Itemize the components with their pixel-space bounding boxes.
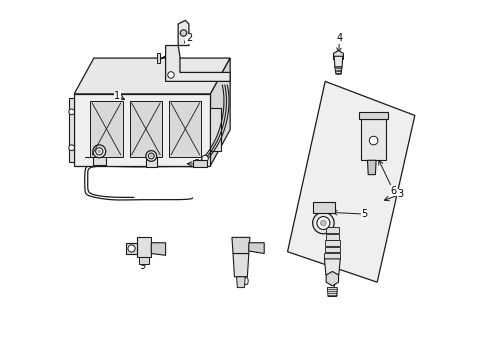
Polygon shape — [145, 156, 156, 167]
Circle shape — [316, 217, 329, 229]
Circle shape — [167, 72, 174, 78]
Polygon shape — [210, 58, 230, 166]
Polygon shape — [325, 227, 338, 233]
Polygon shape — [192, 160, 206, 167]
Polygon shape — [248, 243, 264, 253]
Polygon shape — [129, 101, 162, 157]
Circle shape — [148, 153, 154, 159]
Polygon shape — [287, 81, 414, 282]
Polygon shape — [137, 237, 151, 257]
Polygon shape — [74, 94, 210, 166]
Polygon shape — [90, 101, 122, 157]
Polygon shape — [324, 253, 340, 259]
Circle shape — [98, 150, 101, 153]
Polygon shape — [236, 277, 244, 288]
Text: 6: 6 — [389, 186, 396, 196]
Polygon shape — [165, 45, 230, 81]
Polygon shape — [69, 98, 74, 162]
Text: 8: 8 — [193, 159, 199, 169]
Polygon shape — [156, 53, 160, 63]
Polygon shape — [326, 288, 337, 297]
Polygon shape — [312, 202, 334, 213]
Polygon shape — [126, 243, 137, 254]
Polygon shape — [231, 237, 249, 253]
Polygon shape — [210, 108, 221, 151]
Polygon shape — [325, 271, 338, 286]
Circle shape — [320, 220, 325, 226]
Polygon shape — [233, 253, 248, 277]
Text: 9: 9 — [139, 261, 145, 271]
Circle shape — [312, 212, 333, 234]
Polygon shape — [367, 160, 375, 175]
Circle shape — [128, 245, 135, 252]
Polygon shape — [74, 58, 230, 94]
Polygon shape — [93, 151, 105, 165]
Circle shape — [150, 155, 152, 157]
Circle shape — [145, 150, 156, 161]
Polygon shape — [325, 234, 339, 239]
Text: 5: 5 — [361, 209, 367, 219]
Circle shape — [202, 155, 208, 162]
Polygon shape — [325, 240, 339, 246]
Polygon shape — [333, 50, 343, 62]
Circle shape — [69, 109, 74, 115]
Text: 1: 1 — [114, 91, 120, 101]
Circle shape — [180, 30, 186, 36]
Polygon shape — [151, 243, 165, 255]
Polygon shape — [324, 247, 339, 252]
Polygon shape — [360, 119, 386, 160]
Text: 10: 10 — [238, 277, 250, 287]
Circle shape — [93, 145, 105, 158]
Circle shape — [69, 145, 74, 150]
Polygon shape — [139, 257, 149, 264]
Polygon shape — [333, 56, 342, 67]
Text: 3: 3 — [397, 189, 403, 199]
Polygon shape — [169, 101, 201, 157]
Polygon shape — [178, 21, 188, 45]
Text: 4: 4 — [336, 33, 342, 43]
Polygon shape — [324, 259, 340, 275]
Circle shape — [96, 148, 102, 155]
Text: 7: 7 — [328, 284, 335, 294]
Polygon shape — [359, 112, 387, 119]
Circle shape — [368, 136, 377, 145]
Text: 2: 2 — [185, 33, 192, 43]
Polygon shape — [334, 67, 341, 74]
